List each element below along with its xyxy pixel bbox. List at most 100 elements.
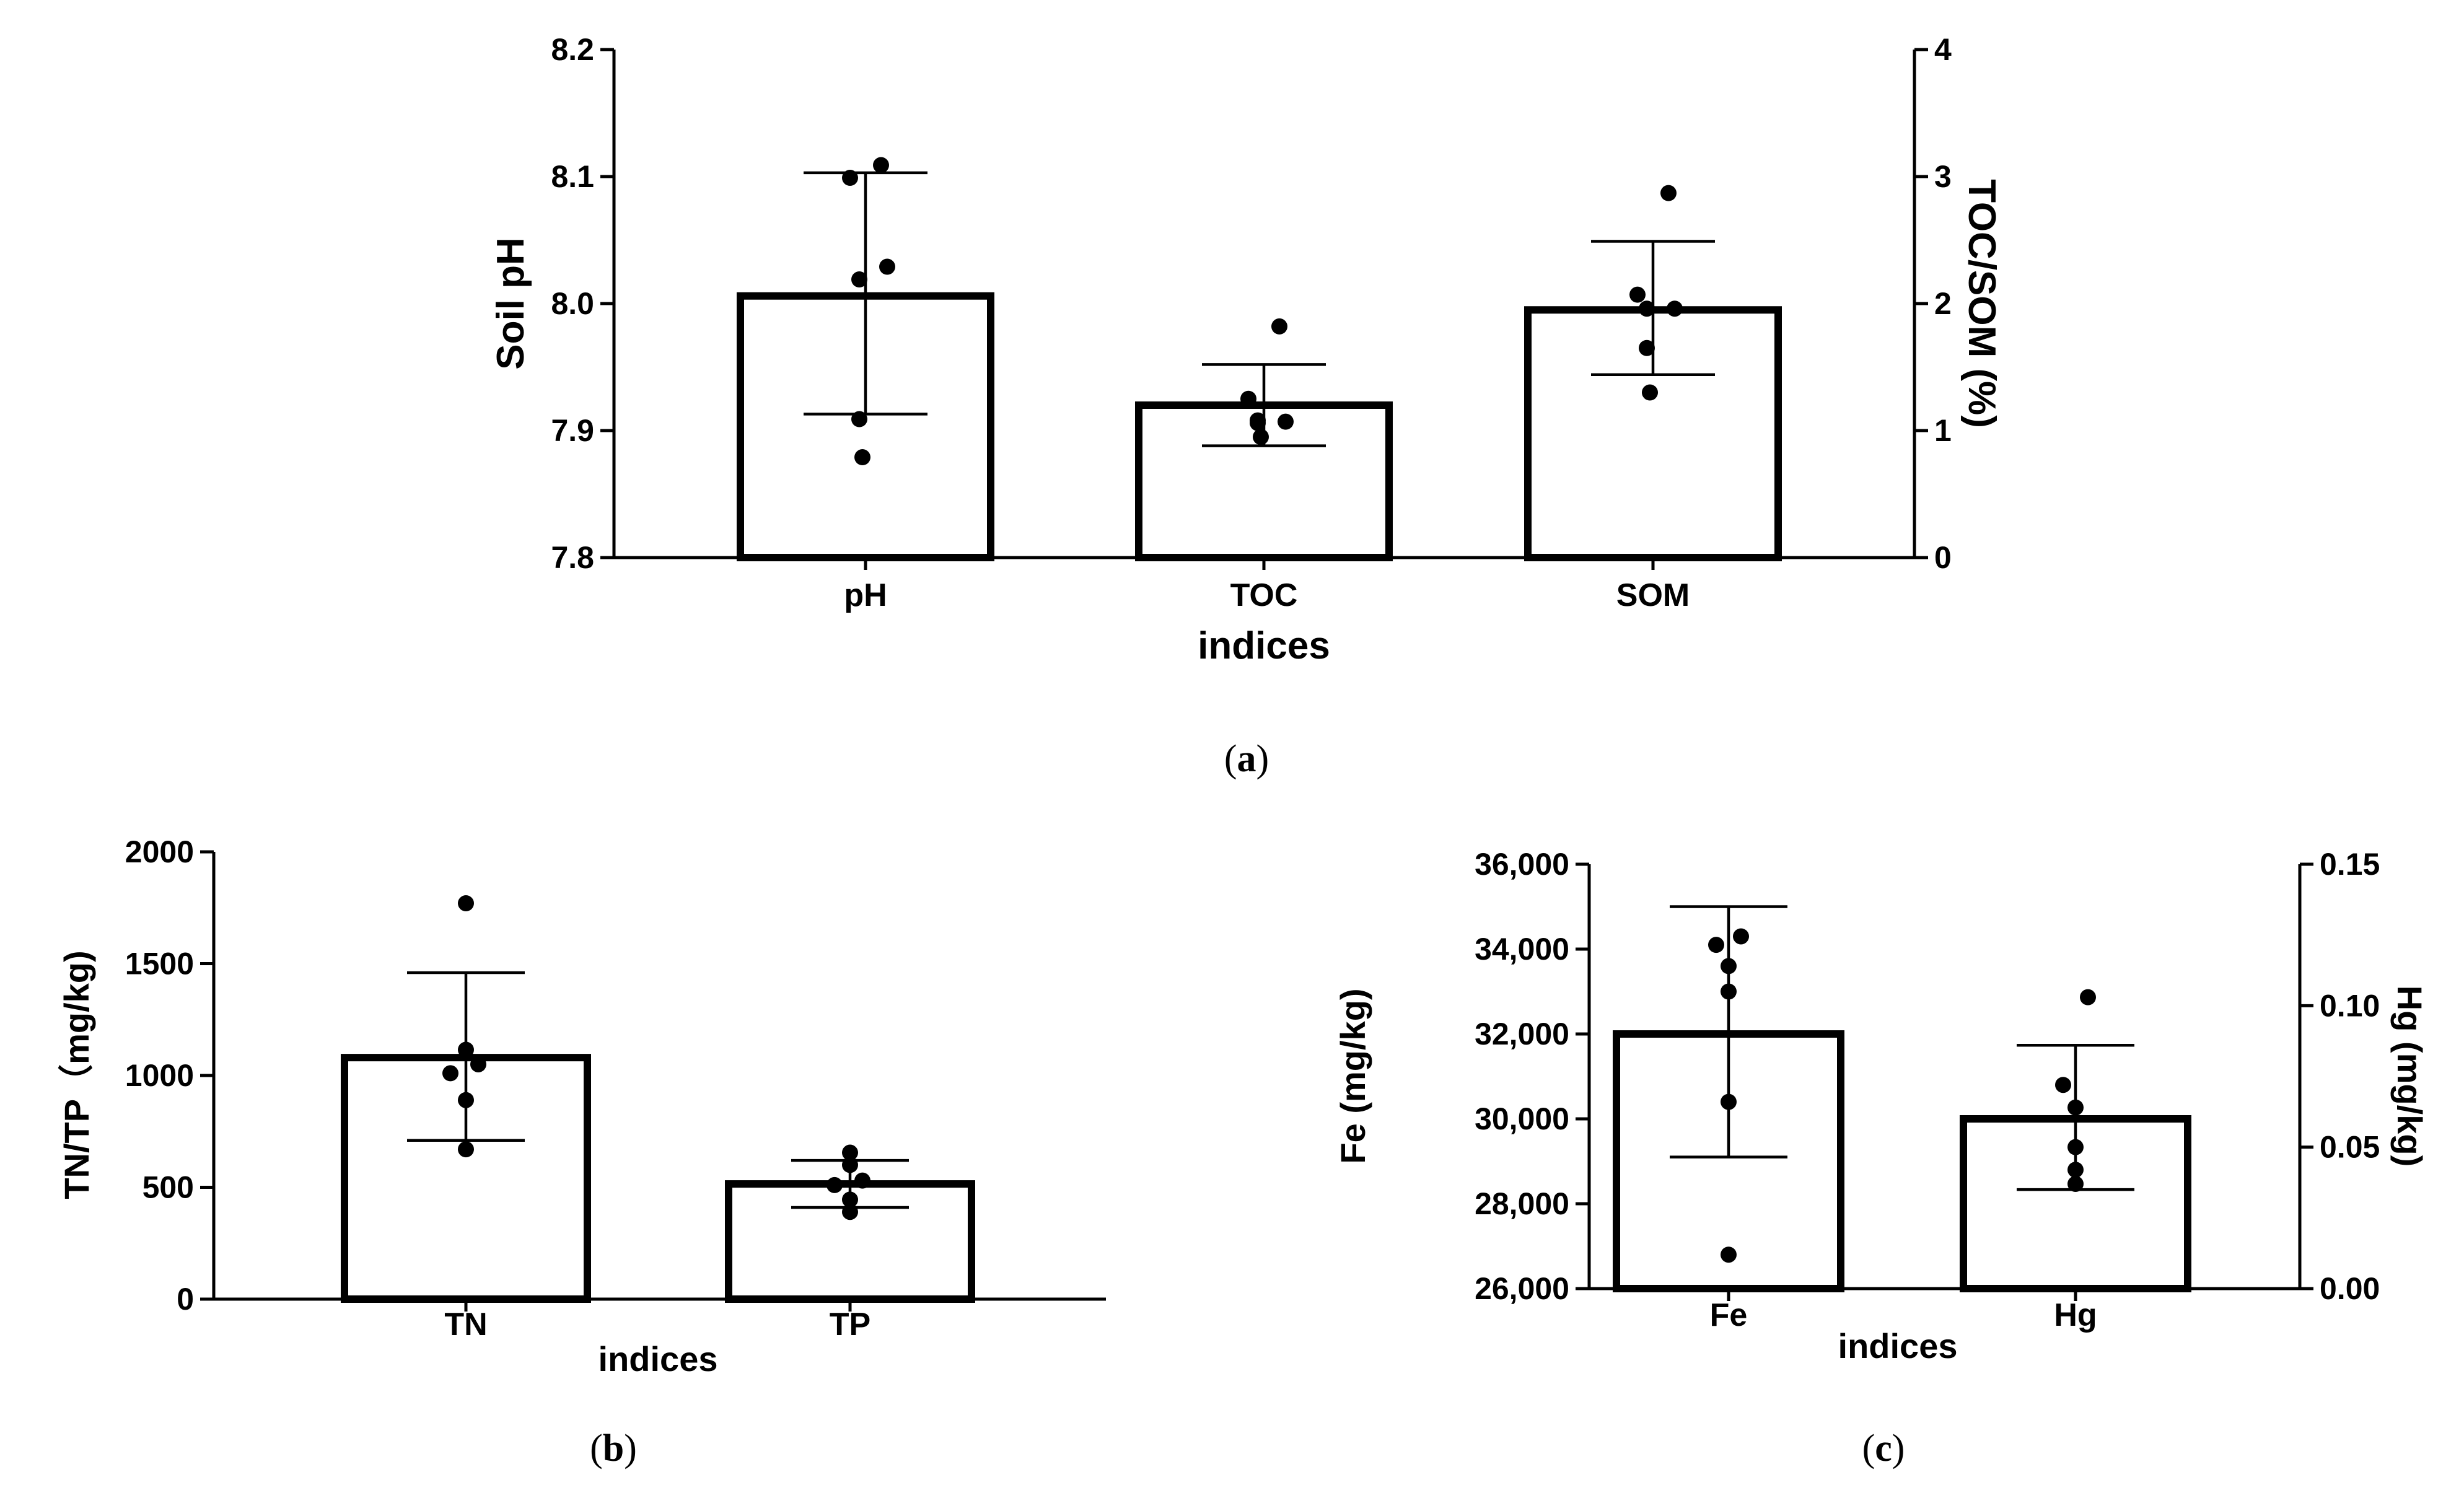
chart-c-left-tick-label: 30,000 (1475, 1102, 1569, 1136)
data-point-ph (854, 449, 870, 466)
data-point-hg (2055, 1077, 2071, 1093)
data-point-tp (854, 1172, 870, 1189)
data-point-tp (842, 1157, 858, 1173)
data-point-toc (1250, 414, 1266, 431)
data-point-ph (851, 411, 867, 427)
chart-c-bars (1613, 905, 2191, 1292)
chart-b-left-tick-label: 500 (142, 1170, 194, 1205)
data-point-som (1642, 384, 1658, 401)
chart-a-y2label: TOC/SOM (%) (1960, 179, 2003, 428)
data-point-fe (1721, 958, 1737, 975)
chart-c-y2label: Hg (mg/kg) (2390, 986, 2429, 1167)
category-label-hg: Hg (2054, 1297, 2097, 1333)
data-point-toc (1271, 318, 1287, 335)
chart-a-left-tick-label: 8.1 (551, 159, 594, 194)
category-label-fe: Fe (1710, 1297, 1748, 1333)
chart-a-left-tick-label: 7.9 (551, 413, 594, 448)
chart-a-left-ticks: 7.8 7.9 8.0 8.1 8.2 (551, 32, 614, 575)
chart-a-right-tick-label: 3 (1934, 159, 1952, 194)
chart-c-left-ticks: 26,000 28,000 30,000 32,000 34,000 36,000 (1475, 847, 1589, 1306)
data-point-tn (470, 1056, 486, 1072)
category-label-tn: TN (444, 1307, 487, 1343)
chart-c-ylabel: Fe (mg/kg) (1333, 988, 1372, 1163)
data-point-fe (1708, 937, 1724, 953)
data-point-tn (458, 1041, 474, 1058)
chart-c-right-tick-label: 0.05 (2320, 1130, 2380, 1165)
chart-b-xlabel: indices (598, 1339, 718, 1378)
chart-c-left-tick-label: 28,000 (1475, 1186, 1569, 1221)
caption-b: (b) (590, 1427, 637, 1470)
data-point-toc (1253, 429, 1269, 445)
data-point-som (1629, 286, 1646, 303)
data-point-ph (851, 271, 867, 288)
chart-b-category-labels: TN TP (444, 1299, 870, 1343)
chart-c-left-tick-label: 34,000 (1475, 932, 1569, 966)
data-point-ph (873, 157, 889, 173)
chart-a-right-tick-label: 4 (1934, 32, 1952, 67)
data-point-som (1667, 300, 1683, 317)
caption-c: (c) (1862, 1427, 1905, 1470)
chart-a-right-ticks: 0 1 2 3 4 (1914, 32, 1952, 575)
chart-b: 0 500 1000 1500 2000 TN TP indices TN/TP（mg/k… (57, 834, 1106, 1470)
chart-a-xlabel: indices (1198, 624, 1330, 667)
chart-b-bars (341, 895, 975, 1303)
data-point-ph (879, 258, 895, 275)
chart-c-left-tick-label: 32,000 (1475, 1017, 1569, 1051)
chart-b-left-tick-label: 2000 (125, 834, 194, 869)
chart-b-left-tick-label: 1500 (125, 947, 194, 981)
chart-b-left-tick-label: 0 (177, 1282, 194, 1316)
data-point-tp (842, 1191, 858, 1208)
chart-c-right-tick-label: 0.00 (2320, 1271, 2380, 1306)
chart-c-left-tick-label: 26,000 (1475, 1271, 1569, 1306)
chart-c-left-tick-label: 36,000 (1475, 847, 1569, 882)
chart-c-category-labels: Fe Hg (1710, 1289, 2097, 1333)
data-point-fe (1721, 1093, 1737, 1110)
chart-a-bars (737, 157, 1782, 561)
data-point-tn (458, 1092, 474, 1108)
data-point-hg (2067, 1099, 2084, 1116)
chart-a-right-tick-label: 0 (1934, 540, 1952, 575)
data-point-fe (1721, 983, 1737, 1000)
data-point-tp (842, 1204, 858, 1220)
data-point-tn (442, 1065, 458, 1082)
data-point-tp (826, 1176, 843, 1193)
data-point-som (1660, 185, 1677, 201)
chart-c: 26,000 28,000 30,000 32,000 34,000 36,000 0.0… (1333, 847, 2429, 1470)
data-point-fe (1733, 928, 1749, 945)
bar-ph (737, 292, 994, 561)
chart-b-ylabel: TN/TP（mg/kg) (57, 950, 96, 1199)
data-point-toc (1278, 413, 1294, 430)
category-label-toc: TOC (1230, 577, 1298, 613)
chart-b-left-ticks: 0 500 1000 1500 2000 (125, 834, 214, 1316)
chart-b-left-tick-label: 1000 (125, 1058, 194, 1093)
category-label-som: SOM (1616, 577, 1690, 613)
chart-c-right-tick-label: 0.10 (2320, 988, 2380, 1023)
chart-a: 7.8 7.9 8.0 8.1 8.2 0 1 2 3 4 pH TOC SOM indices S… (489, 32, 2003, 780)
chart-a-right-tick-label: 1 (1934, 413, 1952, 448)
data-point-som (1639, 300, 1655, 317)
data-point-toc (1240, 390, 1256, 407)
chart-a-ylabel: Soil pH (489, 237, 532, 370)
data-point-tp (842, 1144, 858, 1161)
chart-c-right-tick-label: 0.15 (2320, 847, 2380, 882)
chart-a-left-tick-label: 8.2 (551, 32, 594, 67)
caption-b-letter: b (603, 1427, 624, 1470)
data-point-hg (2080, 989, 2096, 1005)
chart-a-category-labels: pH TOC SOM (844, 558, 1690, 613)
data-point-ph (842, 170, 858, 186)
data-point-hg (2067, 1176, 2084, 1193)
category-label-ph: pH (844, 577, 887, 613)
data-point-tn (458, 1141, 474, 1158)
data-point-tn (458, 895, 474, 912)
data-point-som (1639, 339, 1655, 356)
category-label-tp: TP (830, 1307, 870, 1343)
caption-a-letter: a (1237, 738, 1256, 780)
chart-a-left-tick-label: 7.8 (551, 540, 594, 575)
caption-a: (a) (1224, 738, 1269, 780)
data-point-hg (2067, 1139, 2084, 1155)
chart-c-right-ticks: 0.00 0.05 0.10 0.15 (2300, 847, 2380, 1306)
data-point-hg (2067, 1162, 2084, 1178)
data-point-fe (1721, 1246, 1737, 1263)
chart-a-right-tick-label: 2 (1934, 286, 1952, 321)
